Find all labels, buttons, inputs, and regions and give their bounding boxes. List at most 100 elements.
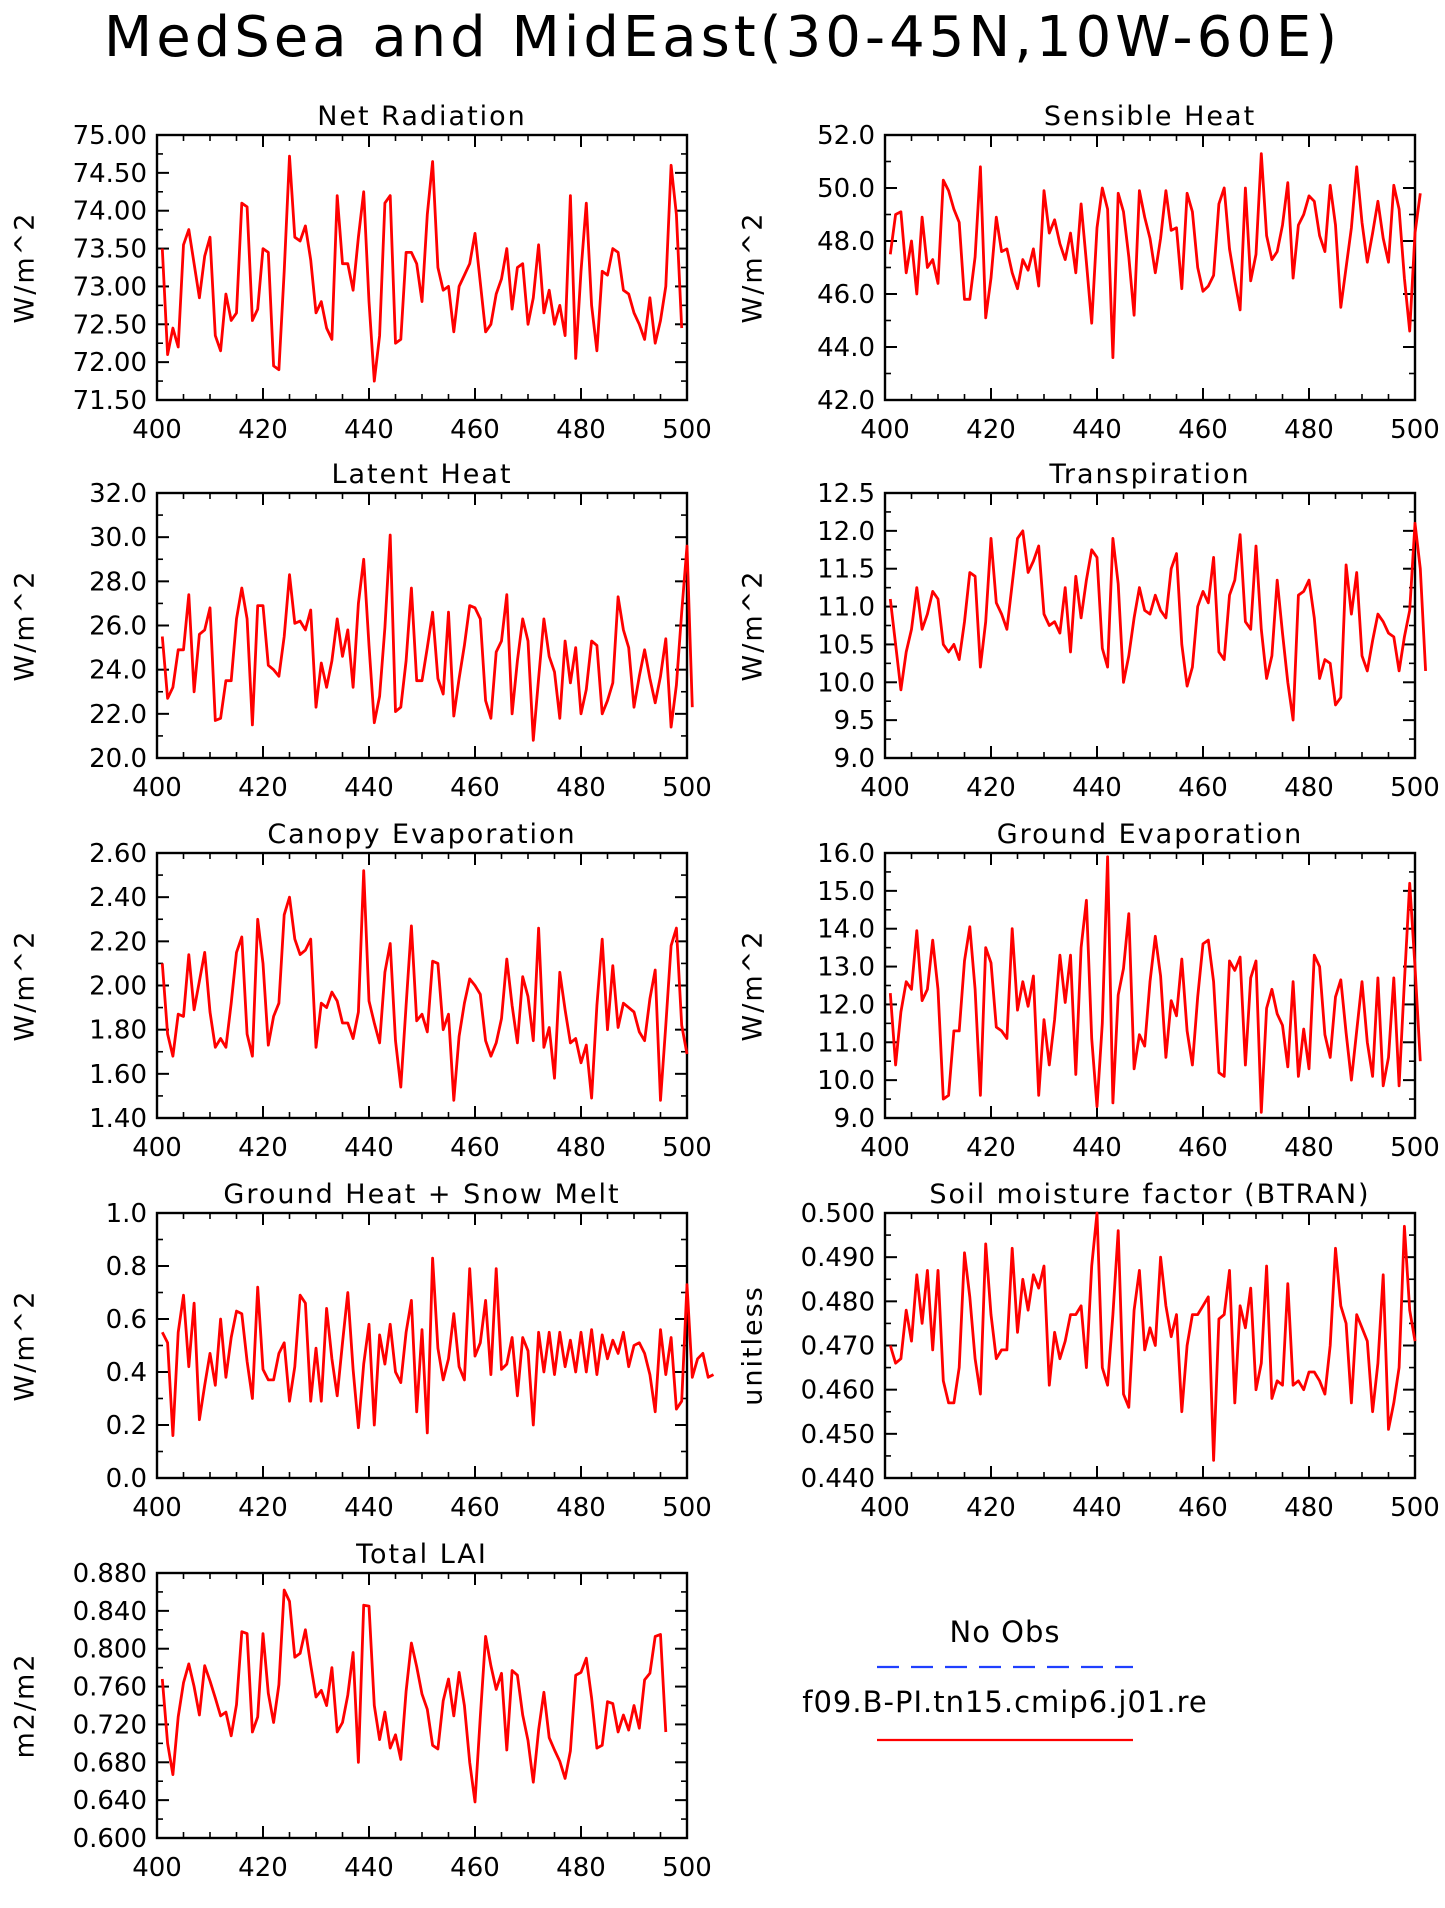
y-tick-label: 72.00 — [73, 348, 147, 378]
y-tick-label: 74.50 — [73, 159, 147, 189]
plot-frame — [883, 133, 1417, 402]
x-tick-label: 460 — [450, 773, 500, 803]
y-tick-label: 30.0 — [89, 523, 147, 553]
legend-lines — [877, 1665, 1133, 1742]
x-tick-label: 460 — [1178, 1493, 1228, 1523]
x-tick-label: 480 — [1284, 1493, 1334, 1523]
chart-title: Latent Heat — [331, 459, 513, 490]
y-tick-label: 71.50 — [73, 386, 147, 416]
y-tick-label: 0.680 — [73, 1748, 147, 1778]
series-line — [160, 1588, 668, 1804]
legend-label-model: f09.B-PI.tn15.cmip6.j01.re — [802, 1685, 1208, 1719]
chart-panel-ground-evaporation: Ground Evaporation W/m^2 9.0 10.0 11.0 12.0 13… — [725, 803, 1445, 1188]
x-tick-label: 440 — [344, 1493, 394, 1523]
chart-svg: 20.0 22.0 24.0 26.0 28.0 30.0 32.0 400 420 440 460… — [89, 479, 712, 803]
x-tick-label: 400 — [132, 1853, 182, 1883]
chart-svg: 42.0 44.0 46.0 48.0 50.0 52.0 400 420 440 460 480 5… — [817, 121, 1440, 445]
y-tick-label: 1.40 — [89, 1104, 147, 1134]
x-tick-label: 500 — [1390, 773, 1440, 803]
x-tick-label: 460 — [1178, 415, 1228, 445]
x-tick-label: 460 — [450, 1493, 500, 1523]
x-tick-label: 480 — [556, 773, 606, 803]
y-tick-label: 10.5 — [817, 630, 875, 660]
x-tick-label: 420 — [238, 773, 288, 803]
y-tick-label: 0.760 — [73, 1673, 147, 1703]
y-tick-label: 0.0 — [106, 1464, 147, 1494]
x-tick-label: 460 — [1178, 1133, 1228, 1163]
chart-panel-sensible-heat: Sensible Heat W/m^2 42.0 44.0 46.0 48.0 50.0 52… — [725, 85, 1445, 470]
x-tick-label: 420 — [966, 1133, 1016, 1163]
chart-title: Ground Evaporation — [996, 819, 1304, 850]
legend-label-no-obs: No Obs — [949, 1615, 1061, 1649]
y-tick-label: 11.0 — [817, 1028, 875, 1058]
y-tick-label: 44.0 — [817, 333, 875, 363]
x-tick-label: 400 — [860, 415, 910, 445]
y-tick-label: 9.5 — [834, 706, 875, 736]
y-tick-label: 9.0 — [834, 744, 875, 774]
x-tick-label: 460 — [450, 1133, 500, 1163]
chart-svg: 1.40 1.60 1.80 2.00 2.20 2.40 2.60 400 420 440 460… — [89, 839, 712, 1163]
series-line — [888, 855, 1422, 1114]
y-tick-label: 42.0 — [817, 386, 875, 416]
y-tick-label: 0.720 — [73, 1710, 147, 1740]
chart-svg: 9.0 10.0 11.0 12.0 13.0 14.0 15.0 16.0 400 420 440… — [817, 839, 1440, 1163]
y-tick-label: 32.0 — [89, 479, 147, 509]
x-tick-label: 500 — [662, 1853, 712, 1883]
x-tick-label: 420 — [238, 1493, 288, 1523]
y-tick-label: 0.840 — [73, 1597, 147, 1627]
y-tick-label: 14.0 — [817, 915, 875, 945]
chart-svg: 0.440 0.450 0.460 0.470 0.480 0.490 0.500 400 42… — [801, 1199, 1440, 1523]
y-tick-label: 2.60 — [89, 839, 147, 869]
series-line — [160, 533, 694, 742]
y-tick-label: 20.0 — [89, 744, 147, 774]
series-line — [161, 1256, 715, 1438]
chart-title: Ground Heat + Snow Melt — [223, 1179, 621, 1210]
y-tick-label: 72.50 — [73, 310, 147, 340]
x-tick-label: 440 — [344, 1133, 394, 1163]
y-tick-label: 11.5 — [817, 555, 875, 585]
plot-frame — [155, 851, 689, 1120]
series-line — [160, 154, 684, 383]
y-tick-label: 74.00 — [73, 197, 147, 227]
x-tick-label: 500 — [662, 1133, 712, 1163]
y-tick-label: 1.80 — [89, 1016, 147, 1046]
x-tick-label: 480 — [1284, 773, 1334, 803]
chart-panel-ground-heat-snow-melt: Ground Heat + Snow Melt W/m^2 0.0 0.2 0.4 0.6… — [0, 1163, 717, 1548]
x-tick-label: 440 — [344, 773, 394, 803]
y-tick-label: 2.00 — [89, 972, 147, 1002]
chart-panel-total-lai: Total LAI m2/m2 0.600 0.640 0.680 0.720 0.760 0… — [0, 1523, 717, 1908]
x-tick-label: 420 — [238, 1133, 288, 1163]
y-tick-label: 48.0 — [817, 227, 875, 257]
y-tick-label: 0.460 — [801, 1376, 875, 1406]
plot-frame — [155, 133, 689, 402]
chart-panel-soil-moisture-factor-btran: Soil moisture factor (BTRAN) unitless 0.44… — [725, 1163, 1445, 1548]
x-tick-label: 400 — [860, 1133, 910, 1163]
x-tick-label: 440 — [1072, 1133, 1122, 1163]
y-tick-label: 46.0 — [817, 280, 875, 310]
x-tick-label: 500 — [1390, 415, 1440, 445]
series-line — [888, 521, 1427, 722]
y-tick-label: 73.50 — [73, 235, 147, 265]
y-tick-label: 75.00 — [73, 121, 147, 151]
y-tick-label: 73.00 — [73, 272, 147, 302]
y-tick-label: 9.0 — [834, 1104, 875, 1134]
chart-svg: 71.50 72.00 72.50 73.00 73.50 74.00 74.50 75.00… — [73, 121, 712, 445]
y-tick-label: 10.0 — [817, 668, 875, 698]
y-tick-label: 0.880 — [73, 1559, 147, 1589]
x-tick-label: 480 — [1284, 1133, 1334, 1163]
x-tick-label: 400 — [132, 773, 182, 803]
x-tick-label: 480 — [1284, 415, 1334, 445]
y-tick-label: 50.0 — [817, 174, 875, 204]
x-tick-label: 480 — [556, 415, 606, 445]
chart-title: Sensible Heat — [1043, 101, 1257, 132]
chart-svg: 9.0 9.5 10.0 10.5 11.0 11.5 12.0 12.5 400 420 440 4… — [817, 479, 1440, 803]
series-line — [888, 152, 1422, 360]
y-tick-label: 2.40 — [89, 883, 147, 913]
y-tick-label: 0.490 — [801, 1243, 875, 1273]
x-tick-label: 400 — [132, 1493, 182, 1523]
series-line — [888, 1211, 1417, 1462]
x-tick-label: 400 — [860, 1493, 910, 1523]
x-tick-label: 460 — [1178, 773, 1228, 803]
chart-title: Total LAI — [356, 1539, 488, 1570]
y-tick-label: 28.0 — [89, 567, 147, 597]
